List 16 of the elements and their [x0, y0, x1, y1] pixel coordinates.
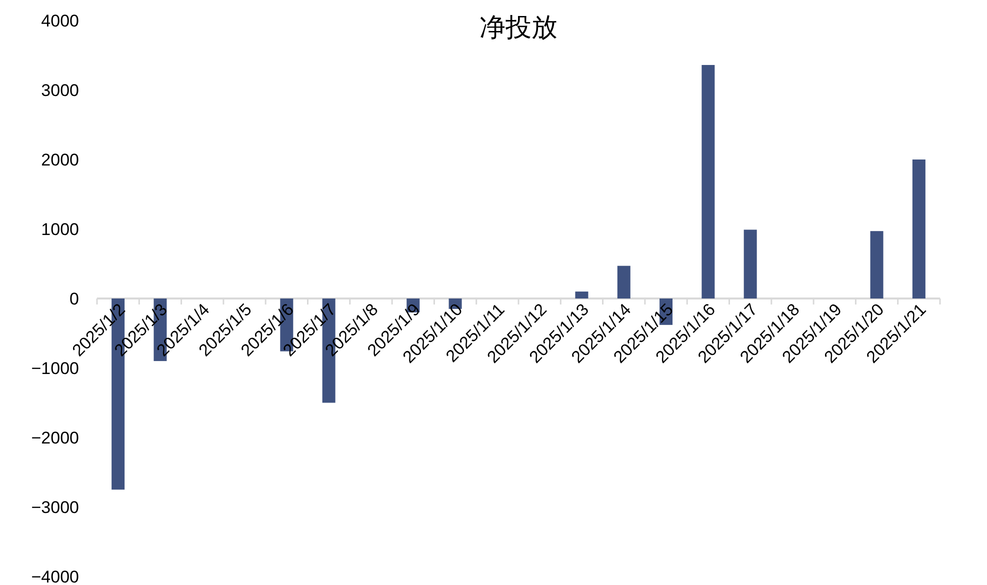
y-tick-label: 1000: [41, 220, 79, 239]
bar: [617, 266, 630, 298]
bar: [575, 292, 588, 298]
y-tick-label: −2000: [31, 428, 79, 448]
y-tick-label: −4000: [31, 568, 79, 585]
chart-title: 净投放: [480, 13, 558, 42]
bar: [702, 64, 715, 298]
y-tick-label: 3000: [41, 81, 79, 100]
y-tick-label: −1000: [31, 359, 79, 378]
y-tick-label: −3000: [31, 498, 79, 517]
bar: [912, 160, 926, 298]
y-tick-label: 2000: [41, 150, 79, 170]
y-tick-label: 0: [70, 290, 79, 308]
bar: [744, 230, 757, 298]
bar: [870, 231, 884, 298]
y-tick-label: 4000: [41, 12, 79, 30]
